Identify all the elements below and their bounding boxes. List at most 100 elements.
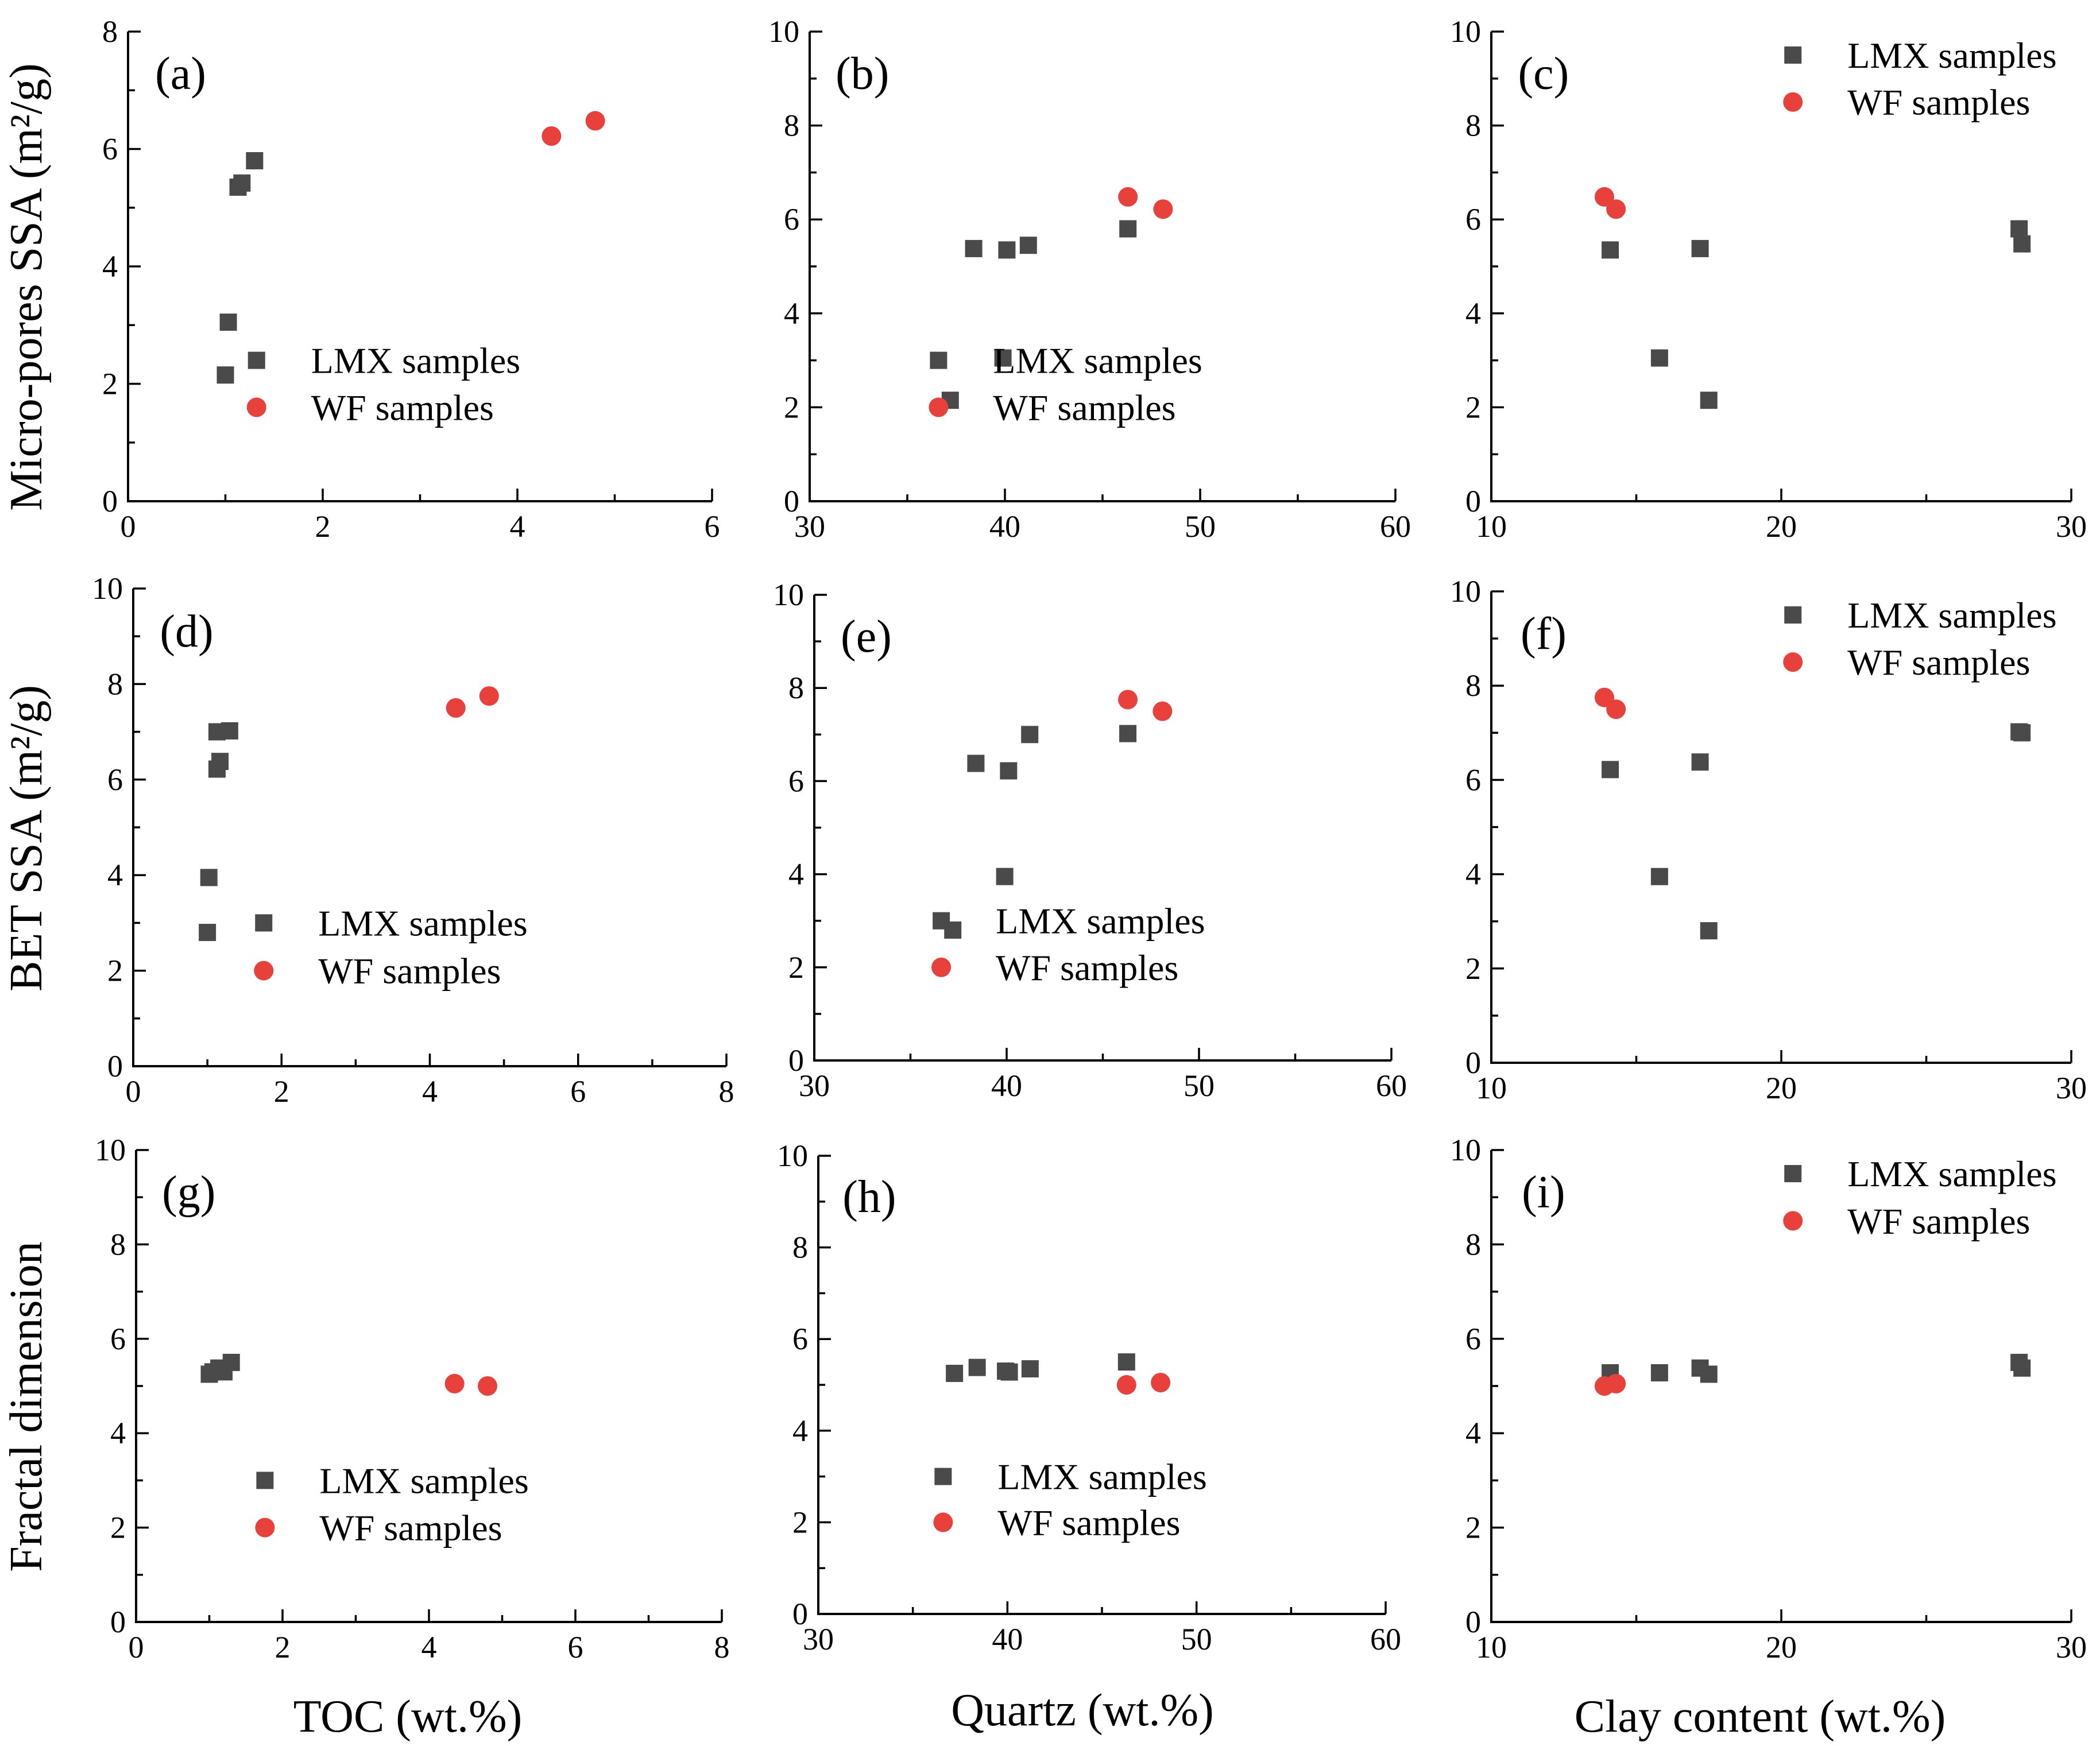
panel-d-xtick-label: 4: [422, 1074, 438, 1109]
panel-h-wf-point: [1151, 1373, 1171, 1393]
panel-g-ytick-label: 4: [110, 1416, 126, 1450]
panel-c-ytick-label: 6: [1465, 202, 1481, 237]
panel-f-ytick-label: 4: [1465, 857, 1481, 892]
panel-a-xtick-label: 0: [121, 509, 136, 544]
panel-e-wf-point: [1153, 701, 1173, 721]
panel-i: 10 20 30 0 2 4 6 8 10 (i) LMX samples WF samples: [1450, 1133, 2087, 1664]
panel-a-lmx-point: [246, 152, 264, 169]
col-xlabel-1: TOC (wt.%): [293, 1691, 522, 1742]
panel-d-xtick-label: 2: [274, 1074, 289, 1109]
panel-b-xtick-label: 50: [1185, 509, 1216, 544]
panel-e-lmx-point: [1000, 762, 1018, 780]
panel-a-label: (a): [155, 49, 206, 99]
panel-d-ytick-label: 4: [107, 858, 123, 892]
panel-f: 10 20 30 0 2 4 6 8 10 (f) LMX samples WF samples: [1450, 574, 2087, 1105]
panel-h: 30 40 50 60 0 2 4 6 8 10 (h) LMX samples WF samples: [777, 1139, 1401, 1656]
panel-c-wf-point: [1606, 199, 1626, 219]
panel-c-label: (c): [1518, 49, 1569, 99]
panel-i-ytick-label: 2: [1465, 1511, 1481, 1545]
panel-f-lmx-point: [1602, 761, 1619, 779]
panel-d-xtick-label: 6: [570, 1074, 586, 1109]
panel-h-wf-point: [1116, 1375, 1136, 1395]
panel-b-ytick-label: 2: [784, 390, 799, 424]
panel-a-xtick-label: 2: [315, 509, 331, 544]
panel-h-lmx-point: [1000, 1363, 1018, 1381]
panel-g-ytick-label: 2: [110, 1511, 126, 1545]
panel-f-legend-text: WF samples: [1847, 642, 2030, 683]
panel-c-xtick-label: 30: [2056, 509, 2087, 544]
panel-c-ytick-label: 0: [1465, 484, 1481, 518]
panel-f-label: (f): [1521, 609, 1567, 659]
panel-g-ytick-label: 0: [110, 1605, 126, 1639]
panel-a-ytick-label: 4: [102, 249, 118, 284]
panel-d-ytick-label: 10: [92, 571, 123, 606]
panel-h-ytick-label: 8: [792, 1230, 808, 1265]
panel-a-ytick-label: 2: [102, 367, 118, 401]
panel-b-wf-point: [1118, 187, 1138, 207]
panel-f-xtick-label: 10: [1476, 1071, 1507, 1105]
panel-g-xtick-label: 8: [714, 1630, 730, 1664]
panel-c-lmx-point: [1700, 392, 1718, 409]
panel-i-lmx-point: [1650, 1364, 1668, 1381]
panel-d-legend-text: WF samples: [318, 951, 501, 992]
panel-d-lmx-point: [221, 722, 238, 740]
panel-e: 30 40 50 60 0 2 4 6 8 10 (e) LMX samples WF samples: [773, 578, 1407, 1103]
panel-h-axes: [817, 1156, 1386, 1615]
panel-d-axes: [132, 589, 726, 1067]
panel-e-legend-text: WF samples: [996, 947, 1178, 988]
panel-h-ytick-label: 0: [792, 1597, 808, 1631]
panel-d: 0 2 4 6 8 0 2 4 6 8 10 (d) LMX samples WF samples: [92, 571, 734, 1109]
panel-c-lmx-point: [2013, 235, 2031, 253]
panel-i-label: (i): [1522, 1167, 1565, 1218]
panel-c-ytick-label: 4: [1465, 296, 1481, 331]
panel-a-lmx-point: [233, 174, 251, 192]
panel-f-ytick-label: 0: [1465, 1046, 1481, 1080]
panel-d-xtick-label: 0: [126, 1074, 141, 1109]
panel-d-label: (d): [160, 606, 213, 657]
panel-f-legend-marker: [1783, 652, 1803, 672]
panel-d-lmx-point: [211, 753, 229, 771]
panel-h-xtick-label: 50: [1181, 1622, 1212, 1656]
panel-i-ytick-label: 6: [1465, 1322, 1481, 1356]
panel-b-lmx-point: [998, 241, 1016, 259]
panel-g-wf-point: [478, 1376, 497, 1396]
panel-i-xtick-label: 30: [2056, 1630, 2087, 1664]
panel-d-wf-point: [479, 686, 499, 706]
panel-i-ytick-label: 8: [1465, 1227, 1481, 1261]
col-xlabel-3: Clay content (wt.%): [1575, 1691, 1946, 1742]
panel-f-lmx-point: [1691, 753, 1709, 771]
panel-g-ytick-label: 10: [95, 1133, 126, 1167]
panel-b-lmx-point: [965, 239, 983, 257]
panel-d-ytick-label: 0: [107, 1049, 123, 1083]
panel-b-ytick-label: 0: [784, 484, 799, 518]
panel-g-label: (g): [162, 1167, 215, 1218]
panel-f-lmx-point: [2013, 724, 2031, 742]
panel-b-ytick-label: 10: [768, 14, 799, 49]
panel-i-legend-text: WF samples: [1847, 1201, 2030, 1241]
panel-d-ytick-label: 8: [107, 667, 123, 701]
panel-i-legend-text: LMX samples: [1847, 1153, 2056, 1194]
panel-a-legend-marker: [247, 351, 265, 369]
panel-c-lmx-point: [1602, 241, 1619, 259]
panel-h-label: (h): [842, 1172, 896, 1222]
panel-g-legend-text: WF samples: [319, 1508, 502, 1548]
panel-b-legend-text: LMX samples: [993, 340, 1202, 381]
panel-h-ytick-label: 2: [792, 1505, 808, 1539]
panel-b-ytick-label: 6: [784, 202, 799, 237]
panel-i-xtick-label: 10: [1476, 1630, 1507, 1664]
panel-f-legend-marker: [1784, 606, 1802, 624]
panel-h-lmx-point: [946, 1365, 964, 1383]
panel-f-ytick-label: 8: [1465, 668, 1481, 703]
panel-i-xtick-label: 20: [1766, 1630, 1797, 1664]
panel-g-lmx-point: [222, 1353, 240, 1371]
panel-d-lmx-point: [200, 869, 218, 886]
panel-e-xtick-label: 60: [1376, 1068, 1407, 1103]
panel-h-legend-text: WF samples: [997, 1502, 1180, 1543]
panel-e-wf-point: [1118, 690, 1138, 710]
panel-e-xtick-label: 30: [799, 1068, 830, 1103]
panel-f-ytick-label: 2: [1465, 951, 1481, 986]
panel-h-lmx-point: [1021, 1360, 1039, 1378]
panel-d-legend-text: LMX samples: [318, 903, 527, 943]
panel-a-ytick-label: 0: [102, 484, 118, 518]
